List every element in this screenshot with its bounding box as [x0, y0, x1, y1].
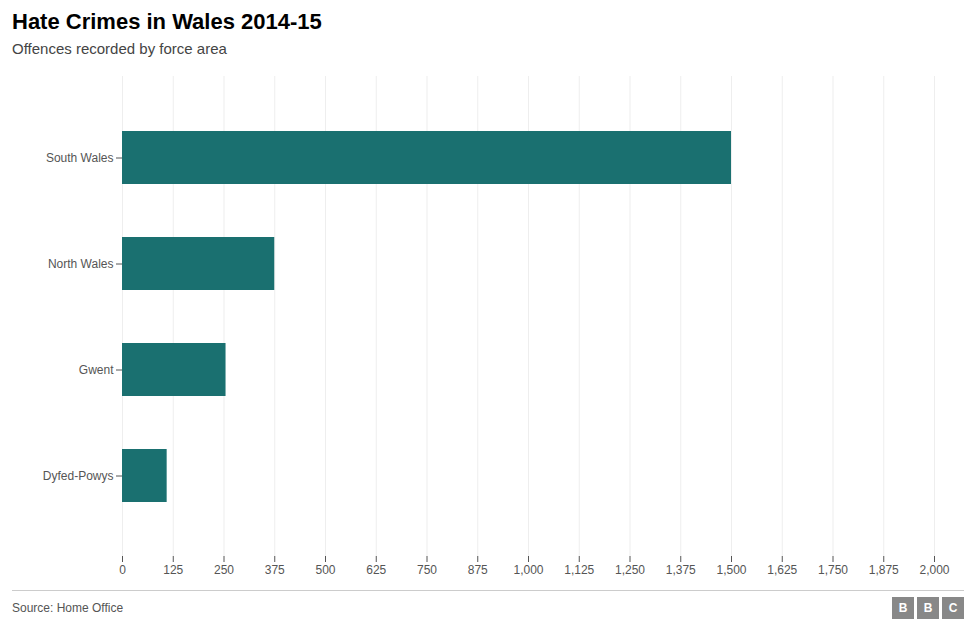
- svg-text:1,500: 1,500: [716, 563, 746, 577]
- svg-text:South Wales: South Wales: [46, 151, 114, 165]
- html-text:Offences recorded by force are: Offences recorded by force area: [12, 40, 227, 57]
- html-text:Hate Crimes in Wales 2014-15: Hate Crimes in Wales 2014-15: [12, 9, 322, 34]
- svg-text:250: 250: [214, 563, 234, 577]
- svg-text:2,000: 2,000: [919, 563, 949, 577]
- svg-text:375: 375: [265, 563, 285, 577]
- svg-text:Gwent: Gwent: [79, 363, 114, 377]
- svg-text:750: 750: [417, 563, 437, 577]
- svg-text:500: 500: [315, 563, 335, 577]
- svg-text:625: 625: [366, 563, 386, 577]
- svg-text:1,125: 1,125: [564, 563, 594, 577]
- html-text:C: C: [948, 601, 958, 615]
- svg-text:1,750: 1,750: [818, 563, 848, 577]
- svg-text:1,000: 1,000: [513, 563, 543, 577]
- svg-text:125: 125: [163, 563, 183, 577]
- html-text:B: B: [923, 601, 933, 615]
- svg-text:1,375: 1,375: [666, 563, 696, 577]
- svg-text:1,250: 1,250: [615, 563, 645, 577]
- svg-text:Dyfed-Powys: Dyfed-Powys: [43, 469, 114, 483]
- svg-text:875: 875: [468, 563, 488, 577]
- html-text:B: B: [898, 601, 908, 615]
- svg-text:North Wales: North Wales: [48, 257, 114, 271]
- svg-text:0: 0: [119, 563, 126, 577]
- svg-text:1,875: 1,875: [869, 563, 899, 577]
- html-text:Source: Home Office: Source: Home Office: [12, 601, 124, 615]
- svg-text:1,625: 1,625: [767, 563, 797, 577]
